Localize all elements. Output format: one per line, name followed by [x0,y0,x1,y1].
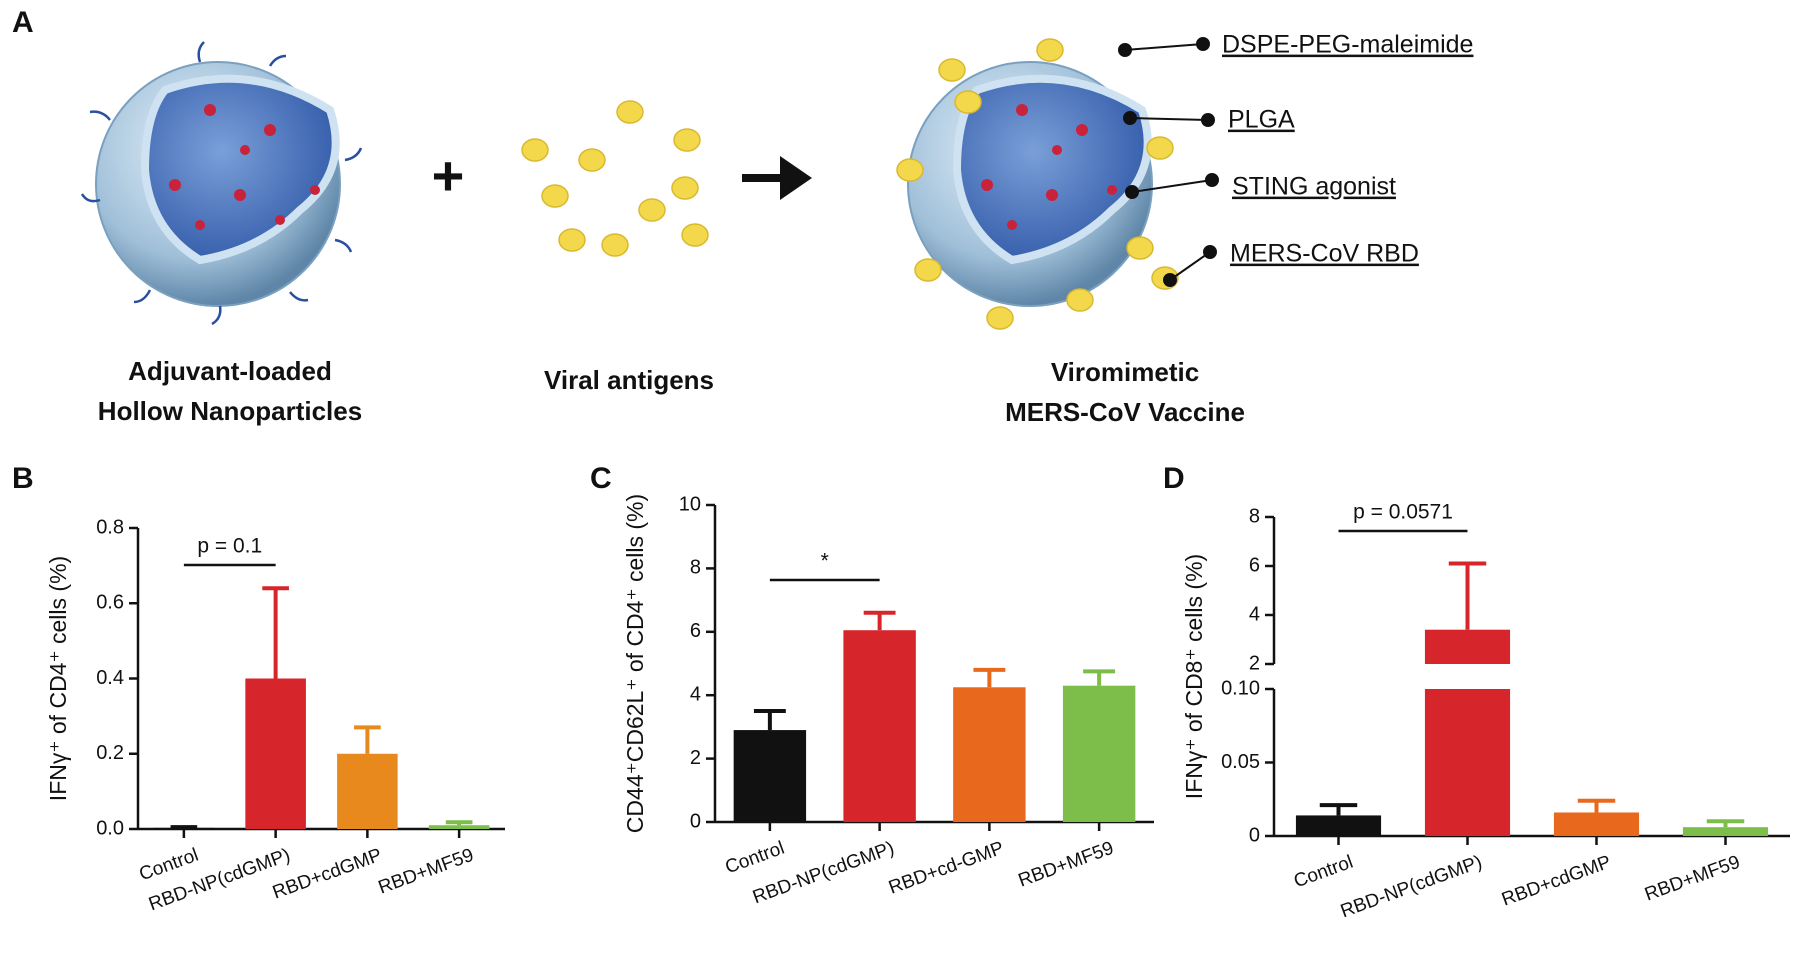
panel-label: B [12,462,34,495]
y-axis-label: IFNγ⁺ of CD8⁺ cells (%) [1181,554,1207,799]
y-axis-label: CD44⁺CD62L⁺ of CD4⁺ cells (%) [622,494,648,833]
y-tick-label: 0.05 [1221,751,1260,773]
y-tick-label: 6 [690,620,701,642]
caption: Adjuvant-loaded [128,356,332,386]
x-tick-label: RBD+cdGMP [1499,852,1614,911]
y-tick-label: 2 [690,747,701,769]
x-tick-label: RBD+MF59 [1016,838,1117,892]
part-label: PLGA [1228,106,1295,134]
x-tick-label: RBD+MF59 [376,845,477,899]
caption: Viral antigens [544,365,714,395]
x-tick-label: Control [723,838,788,879]
vaccine-particle [896,38,1179,330]
panel-label: D [1163,462,1185,495]
plus: + [432,144,465,207]
x-tick-label: RBD+cd-GMP [886,838,1007,899]
part-label: STING agonist [1232,173,1396,201]
bar [1424,629,1511,664]
significance-label: p = 0.0571 [1353,501,1453,524]
y-tick-label: 0.4 [96,667,124,689]
y-tick-label: 8 [690,557,701,579]
hollow-nanoparticle [80,41,363,326]
caption: Hollow Nanoparticles [98,396,362,426]
bar [1682,827,1769,836]
y-tick-label: 0.6 [96,592,124,614]
y-tick-label: 2 [1249,652,1260,674]
y-tick-label: 4 [1249,603,1260,625]
caption: Viromimetic [1051,357,1199,387]
bar [1062,685,1136,822]
bar [843,630,916,822]
bar [733,730,807,822]
bar [1553,812,1640,836]
x-tick-label: RBD-NP(cdGMP) [1338,852,1485,923]
y-tick-label: 0.10 [1221,677,1260,699]
bar [1424,689,1511,836]
bar [953,687,1026,822]
y-tick-label: 0.0 [96,817,124,839]
part-label: MERS-CoV RBD [1230,240,1419,268]
bar [337,753,398,829]
y-axis-label: IFNγ⁺ of CD4⁺ cells (%) [45,556,71,801]
bar [245,678,306,829]
x-tick-label: Control [1291,852,1356,893]
x-tick-label: RBD+MF59 [1642,852,1743,906]
callouts [1118,37,1219,287]
significance-label: p = 0.1 [197,535,262,558]
panel-label: C [590,462,612,495]
y-tick-label: 0.8 [96,516,124,538]
y-tick-label: 0 [1249,824,1260,846]
part-label: DSPE-PEG-maleimide [1222,31,1473,59]
y-tick-label: 6 [1249,554,1260,576]
y-tick-label: 8 [1249,505,1260,527]
y-tick-label: 4 [690,683,701,705]
y-tick-label: 10 [679,493,701,515]
y-tick-label: 0.2 [96,742,124,764]
panel-label: A [12,6,34,39]
arrow [742,156,812,200]
bar [428,825,490,829]
y-tick-label: 0 [690,810,701,832]
significance-label: * [821,550,829,573]
bar [1295,815,1382,836]
caption: MERS-CoV Vaccine [1005,397,1245,427]
antigens [521,100,709,257]
